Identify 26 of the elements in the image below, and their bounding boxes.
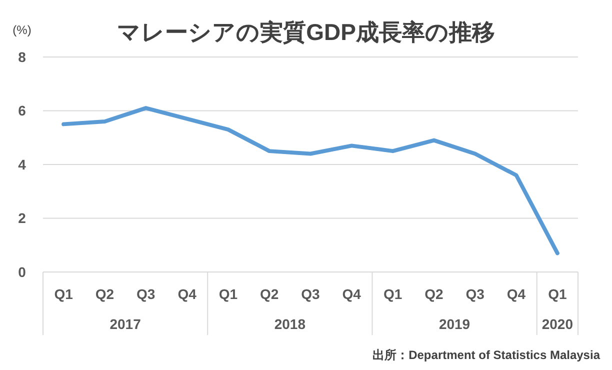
text: 2018 <box>274 316 306 332</box>
x-tick-label: Q1 <box>383 286 402 302</box>
y-tick-label: 0 <box>18 264 26 280</box>
text: 2017 <box>110 316 142 332</box>
text: 出所：Department of Statistics Malaysia <box>372 348 600 362</box>
x-tick-label: Q1 <box>218 286 238 302</box>
text: 2020 <box>542 316 574 332</box>
x-tick-label: Q3 <box>466 286 485 302</box>
x-tick-label: Q3 <box>136 286 156 302</box>
y-tick-label: 8 <box>18 48 26 65</box>
x-tick-label: Q4 <box>506 286 526 302</box>
y-tick-label: 6 <box>18 102 26 119</box>
x-tick-label: Q1 <box>54 286 74 302</box>
chart-title: マレーシアの実質GDP成長率の推移 <box>117 19 495 45</box>
text: 2019 <box>438 316 470 332</box>
y-tick-label: 2 <box>18 210 26 226</box>
x-tick-label: Q4 <box>178 286 197 302</box>
x-tick-label: Q3 <box>301 286 320 302</box>
x-tick-label: Q2 <box>424 286 444 302</box>
x-tick-label: Q4 <box>342 286 362 302</box>
x-tick-label: Q2 <box>95 286 114 302</box>
x-tick-label: Q1 <box>548 286 567 302</box>
line-series <box>62 106 560 256</box>
y-tick-label: 4 <box>18 156 26 172</box>
y-axis-title: (%) <box>12 23 32 37</box>
x-tick-label: Q2 <box>260 286 279 302</box>
